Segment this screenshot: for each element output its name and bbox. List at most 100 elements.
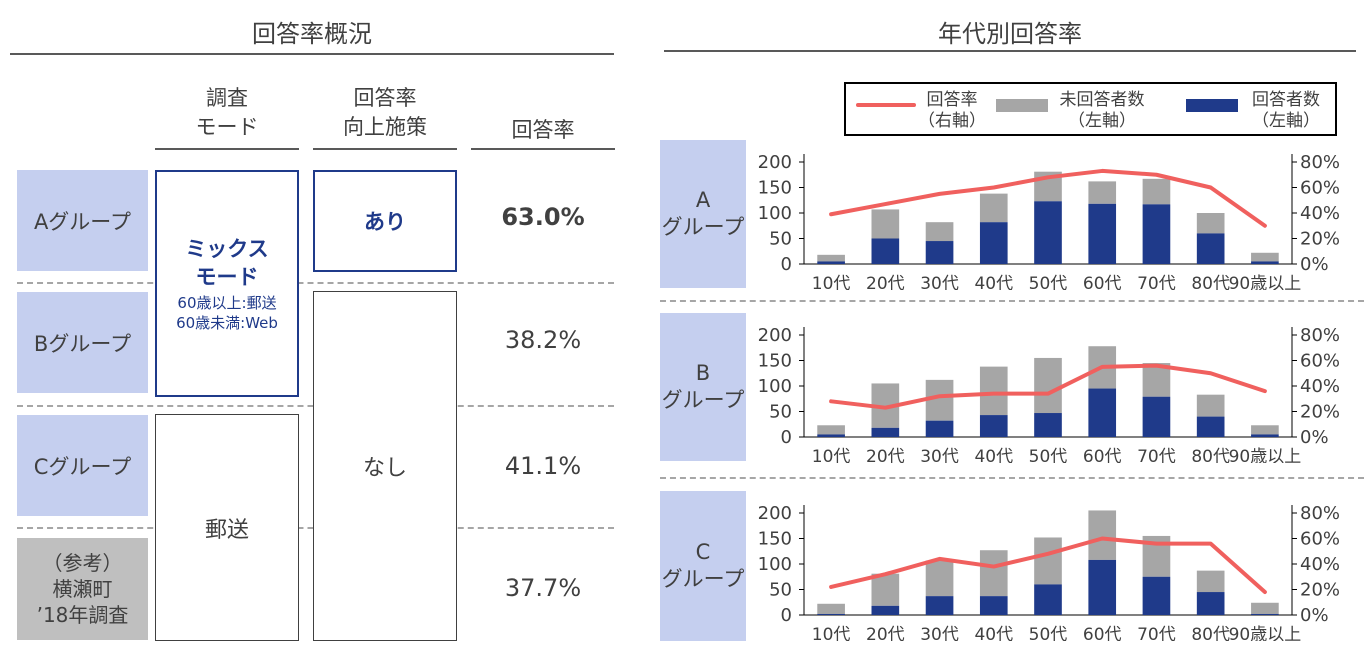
measure-no-box: なし [313, 291, 457, 641]
right-tick-label: 80% [1300, 503, 1340, 524]
right-tick-label: 60% [1300, 178, 1340, 199]
right-tick-label: 20% [1300, 229, 1340, 250]
measure-yes-label: あり [364, 210, 406, 234]
left-tick-label: 50 [769, 580, 792, 601]
bar-resp-2 [871, 427, 900, 437]
mixed-mode-title: ミックス モード [185, 236, 269, 289]
bar-resp-3 [925, 420, 954, 437]
x-tick-label: 80代 [1191, 625, 1230, 641]
header-survey-mode: 調査 モード [195, 86, 259, 139]
bar-resp-1 [817, 434, 845, 437]
mixed-mode-box: ミックス モード 60歳以上:郵送 60歳未満:Web [155, 170, 299, 397]
right-tick-label: 0% [1300, 605, 1329, 626]
bar-nonresp-1 [817, 254, 845, 262]
left-tick-label: 150 [758, 351, 792, 372]
left-tick-label: 0 [781, 427, 792, 448]
header-rate: 回答率 [511, 118, 575, 142]
bar-nonresp-3 [925, 222, 954, 242]
bar-nonresp-8 [1196, 394, 1225, 417]
bar-nonresp-6 [1088, 181, 1117, 204]
bar-resp-8 [1196, 233, 1225, 264]
right-tick-label: 40% [1300, 376, 1340, 397]
left-tick-label: 100 [758, 203, 792, 224]
right-tick-label: 80% [1300, 152, 1340, 173]
right-tick-label: 20% [1300, 580, 1340, 601]
rate-group-c: 41.1% [504, 452, 582, 480]
x-tick-label: 60代 [1083, 274, 1122, 290]
x-tick-label: 10代 [812, 625, 851, 641]
x-tick-label: 50代 [1029, 447, 1068, 463]
bar-resp-8 [1196, 592, 1225, 615]
bar-resp-2 [871, 238, 900, 264]
right-tick-label: 40% [1300, 203, 1340, 224]
bar-nonresp-4 [979, 550, 1008, 597]
legend-swatches [856, 99, 1238, 112]
mixed-mode-detail: 60歳以上:郵送 60歳未満:Web [176, 293, 278, 332]
left-section-title: 回答率概況 [252, 20, 372, 48]
group-label-b: Bグループ [17, 292, 148, 393]
x-tick-label: 50代 [1029, 274, 1068, 290]
bar-resp-9 [1251, 434, 1279, 437]
bar-resp-4 [979, 596, 1008, 615]
bar-resp-5 [1034, 413, 1062, 437]
x-tick-label: 50代 [1029, 625, 1068, 641]
right-tick-label: 0% [1300, 427, 1329, 448]
chart-legend: 回答率 （右軸） 未回答者数 （左軸） 回答者数 （左軸） [844, 82, 1337, 136]
bar-resp-3 [925, 241, 954, 264]
bar-nonresp-3 [925, 560, 954, 597]
bar-nonresp-4 [979, 366, 1008, 416]
bar-nonresp-9 [1251, 602, 1279, 614]
right-tick-label: 20% [1300, 402, 1340, 423]
x-tick-label: 60代 [1083, 625, 1122, 641]
x-tick-label: 30代 [920, 274, 959, 290]
bar-nonresp-7 [1142, 178, 1171, 205]
chart-separator [660, 477, 1364, 479]
x-tick-label: 40代 [974, 447, 1013, 463]
group-label-a: Aグループ [17, 170, 148, 271]
left-tick-label: 150 [758, 178, 792, 199]
mail-mode-box: 郵送 [155, 414, 299, 641]
chart-separator [660, 300, 1364, 302]
bar-nonresp-2 [871, 209, 900, 239]
bar-resp-6 [1088, 203, 1117, 264]
bar-resp-9 [1251, 261, 1279, 264]
legend-rate-label: 回答率 （右軸） [918, 90, 986, 131]
bar-resp-3 [925, 596, 954, 615]
x-tick-label: 20代 [866, 274, 905, 290]
right-tick-label: 60% [1300, 529, 1340, 550]
bar-resp-8 [1196, 416, 1225, 437]
header-rule-rate [471, 148, 615, 150]
x-tick-label: 90歳以上 [1229, 447, 1302, 463]
bar-resp-4 [979, 222, 1008, 264]
bar-nonresp-2 [871, 573, 900, 606]
legend-nonresp-swatch [996, 99, 1048, 112]
legend-resp-swatch [1186, 99, 1238, 112]
legend-resp-label: 回答者数 （左軸） [1252, 90, 1320, 131]
header-measure: 回答率 向上施策 [343, 86, 427, 139]
bar-nonresp-1 [817, 603, 845, 614]
bar-resp-2 [871, 605, 900, 615]
right-tick-label: 80% [1300, 325, 1340, 346]
mail-mode-label: 郵送 [204, 517, 249, 543]
age-chart-group-c: 0 50 100 150 200 0% 20% 40% 60% 80% 10代 20代 30代 40代 50… [758, 503, 1340, 641]
x-tick-label: 60代 [1083, 447, 1122, 463]
x-tick-label: 70代 [1137, 447, 1176, 463]
right-title-rule [664, 50, 1356, 52]
bar-nonresp-1 [817, 425, 845, 435]
x-tick-label: 80代 [1191, 274, 1230, 290]
x-tick-label: 70代 [1137, 625, 1176, 641]
bar-nonresp-6 [1088, 510, 1117, 560]
header-rule-mode [155, 148, 299, 150]
left-tick-label: 200 [758, 152, 792, 173]
right-section-title: 年代別回答率 [938, 20, 1082, 48]
right-tick-label: 40% [1300, 554, 1340, 575]
x-tick-label: 80代 [1191, 447, 1230, 463]
bar-nonresp-5 [1034, 537, 1062, 585]
bar-nonresp-4 [979, 193, 1008, 223]
group-label-reference: （参考） 横瀬町 ’18年調査 [17, 538, 148, 640]
left-tick-label: 100 [758, 554, 792, 575]
bar-nonresp-5 [1034, 357, 1062, 414]
bar-resp-5 [1034, 201, 1062, 264]
left-title-rule [10, 53, 614, 55]
right-tick-label: 0% [1300, 254, 1329, 275]
